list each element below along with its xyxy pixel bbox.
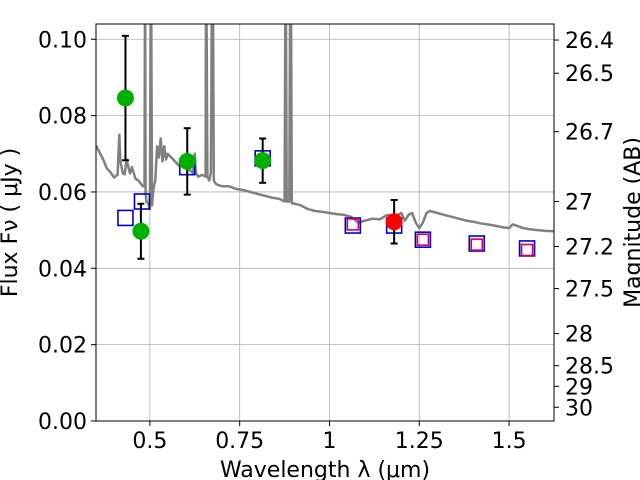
model-photometry-square <box>344 217 362 234</box>
model-photometry-square <box>414 231 432 248</box>
model-photometry-square <box>117 209 134 227</box>
x-tick-label: 1.25 <box>395 429 444 454</box>
observed-optical-point <box>178 152 196 170</box>
x-axis-label: Wavelength λ (μm) <box>220 458 430 480</box>
model-photometry-inner-square <box>470 238 484 251</box>
axes-frame <box>95 23 555 422</box>
y-tick-label: 0.00 <box>38 410 87 435</box>
x-tick-label: 0.75 <box>215 429 264 454</box>
model-photometry-inner-square <box>346 218 360 231</box>
y-tick-label: 0.08 <box>38 105 87 130</box>
grid-lines <box>96 24 554 422</box>
model-photometry-square <box>468 235 486 252</box>
y2-axis-label: Magnitude (AB) <box>621 137 640 308</box>
model-photometry-inner-square <box>416 233 430 246</box>
y-tick-label: 0.04 <box>38 257 87 282</box>
y-tick-label: 0.02 <box>38 334 87 359</box>
model-spectrum-line <box>96 24 554 233</box>
x-tick-label: 1.5 <box>492 429 527 454</box>
y2-tick-label: 27 <box>565 191 593 216</box>
observed-ir-point <box>385 213 403 231</box>
y2-tick-label: 30 <box>565 396 593 421</box>
observed-optical-point <box>254 152 272 170</box>
y-axis-label: Flux Fν ( μJy ) <box>0 148 23 297</box>
y2-tick-label: 26.5 <box>565 62 614 87</box>
plot-area <box>96 24 554 260</box>
x-tick-label: 1 <box>322 429 336 454</box>
y2-tick-label: 28 <box>565 323 593 348</box>
y2-tick-label: 26.7 <box>565 121 614 146</box>
y2-tick-label: 27.2 <box>565 236 614 261</box>
y2-tick-label: 26.4 <box>565 29 614 54</box>
y2-tick-label: 28.5 <box>565 355 614 380</box>
y-tick-label: 0.06 <box>38 181 87 206</box>
observed-optical-point <box>116 89 134 107</box>
model-photometry-square <box>133 193 151 210</box>
y2-tick-label: 29 <box>565 375 593 400</box>
model-photometry-inner-square <box>520 243 534 257</box>
y2-tick-label: 27.5 <box>565 278 614 303</box>
observed-optical-point <box>132 222 150 240</box>
x-tick-label: 0.5 <box>132 429 167 454</box>
y-tick-label: 0.10 <box>38 28 87 53</box>
axis-ticks: 0.5 0.75 1 1.25 1.5 0.00 0.02 0.04 0.06 0.08 0.10 2… <box>38 28 614 454</box>
